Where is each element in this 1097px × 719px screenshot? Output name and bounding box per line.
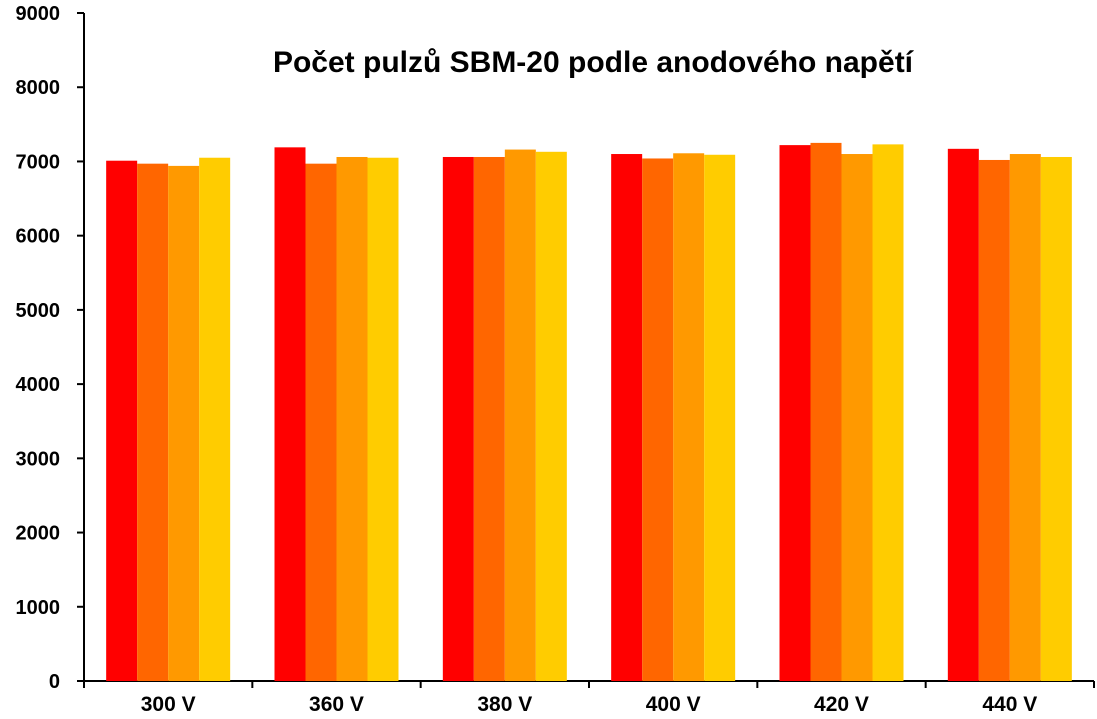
- bar: [611, 154, 643, 681]
- bar: [504, 149, 536, 681]
- y-tick-label: 6000: [16, 226, 61, 248]
- y-tick-label: 3000: [16, 448, 61, 470]
- chart-title: Počet pulzů SBM-20 podle anodového napět…: [273, 46, 915, 79]
- x-axis: 300 V 360 V 380 V 400 V 420 V 440 V: [83, 680, 1095, 716]
- bar: [535, 151, 567, 682]
- y-axis: 0 1000 2000 3000 4000 5000 6000 7000 8000 9000: [16, 3, 85, 693]
- bar: [442, 156, 474, 682]
- bar: [779, 145, 811, 682]
- bar: [1009, 154, 1041, 681]
- x-tick-label: 420 V: [814, 693, 869, 716]
- bar: [137, 163, 169, 681]
- y-tick-label: 5000: [16, 300, 61, 322]
- x-tick-label: 360 V: [309, 693, 364, 716]
- y-tick-label: 4000: [16, 374, 61, 396]
- y-tick-label: 0: [49, 671, 60, 693]
- bar: [367, 157, 399, 681]
- bar: [810, 142, 842, 681]
- bar: [274, 147, 306, 681]
- x-tick-label: 400 V: [646, 693, 701, 716]
- bar: [1040, 156, 1072, 682]
- bar: [642, 158, 674, 681]
- bar: [305, 163, 337, 681]
- y-tick-label: 7000: [16, 151, 61, 173]
- bar: [841, 154, 873, 681]
- y-tick-label: 2000: [16, 523, 61, 545]
- y-tick-label: 1000: [16, 597, 61, 619]
- y-tick-label: 8000: [16, 77, 61, 99]
- bar: [872, 144, 904, 681]
- bar: [106, 160, 138, 682]
- bars-group: [106, 142, 1072, 682]
- x-tick-label: 380 V: [477, 693, 532, 716]
- x-tick-label: 440 V: [982, 693, 1037, 716]
- bar: [978, 159, 1010, 681]
- bar: [199, 157, 231, 681]
- bar: [673, 153, 705, 681]
- bar: [473, 156, 505, 682]
- bar: [704, 154, 736, 681]
- bar: [168, 165, 200, 682]
- bar: [336, 156, 368, 682]
- bar: [947, 148, 979, 681]
- x-tick-label: 300 V: [141, 693, 196, 716]
- y-tick-label: 9000: [16, 3, 61, 25]
